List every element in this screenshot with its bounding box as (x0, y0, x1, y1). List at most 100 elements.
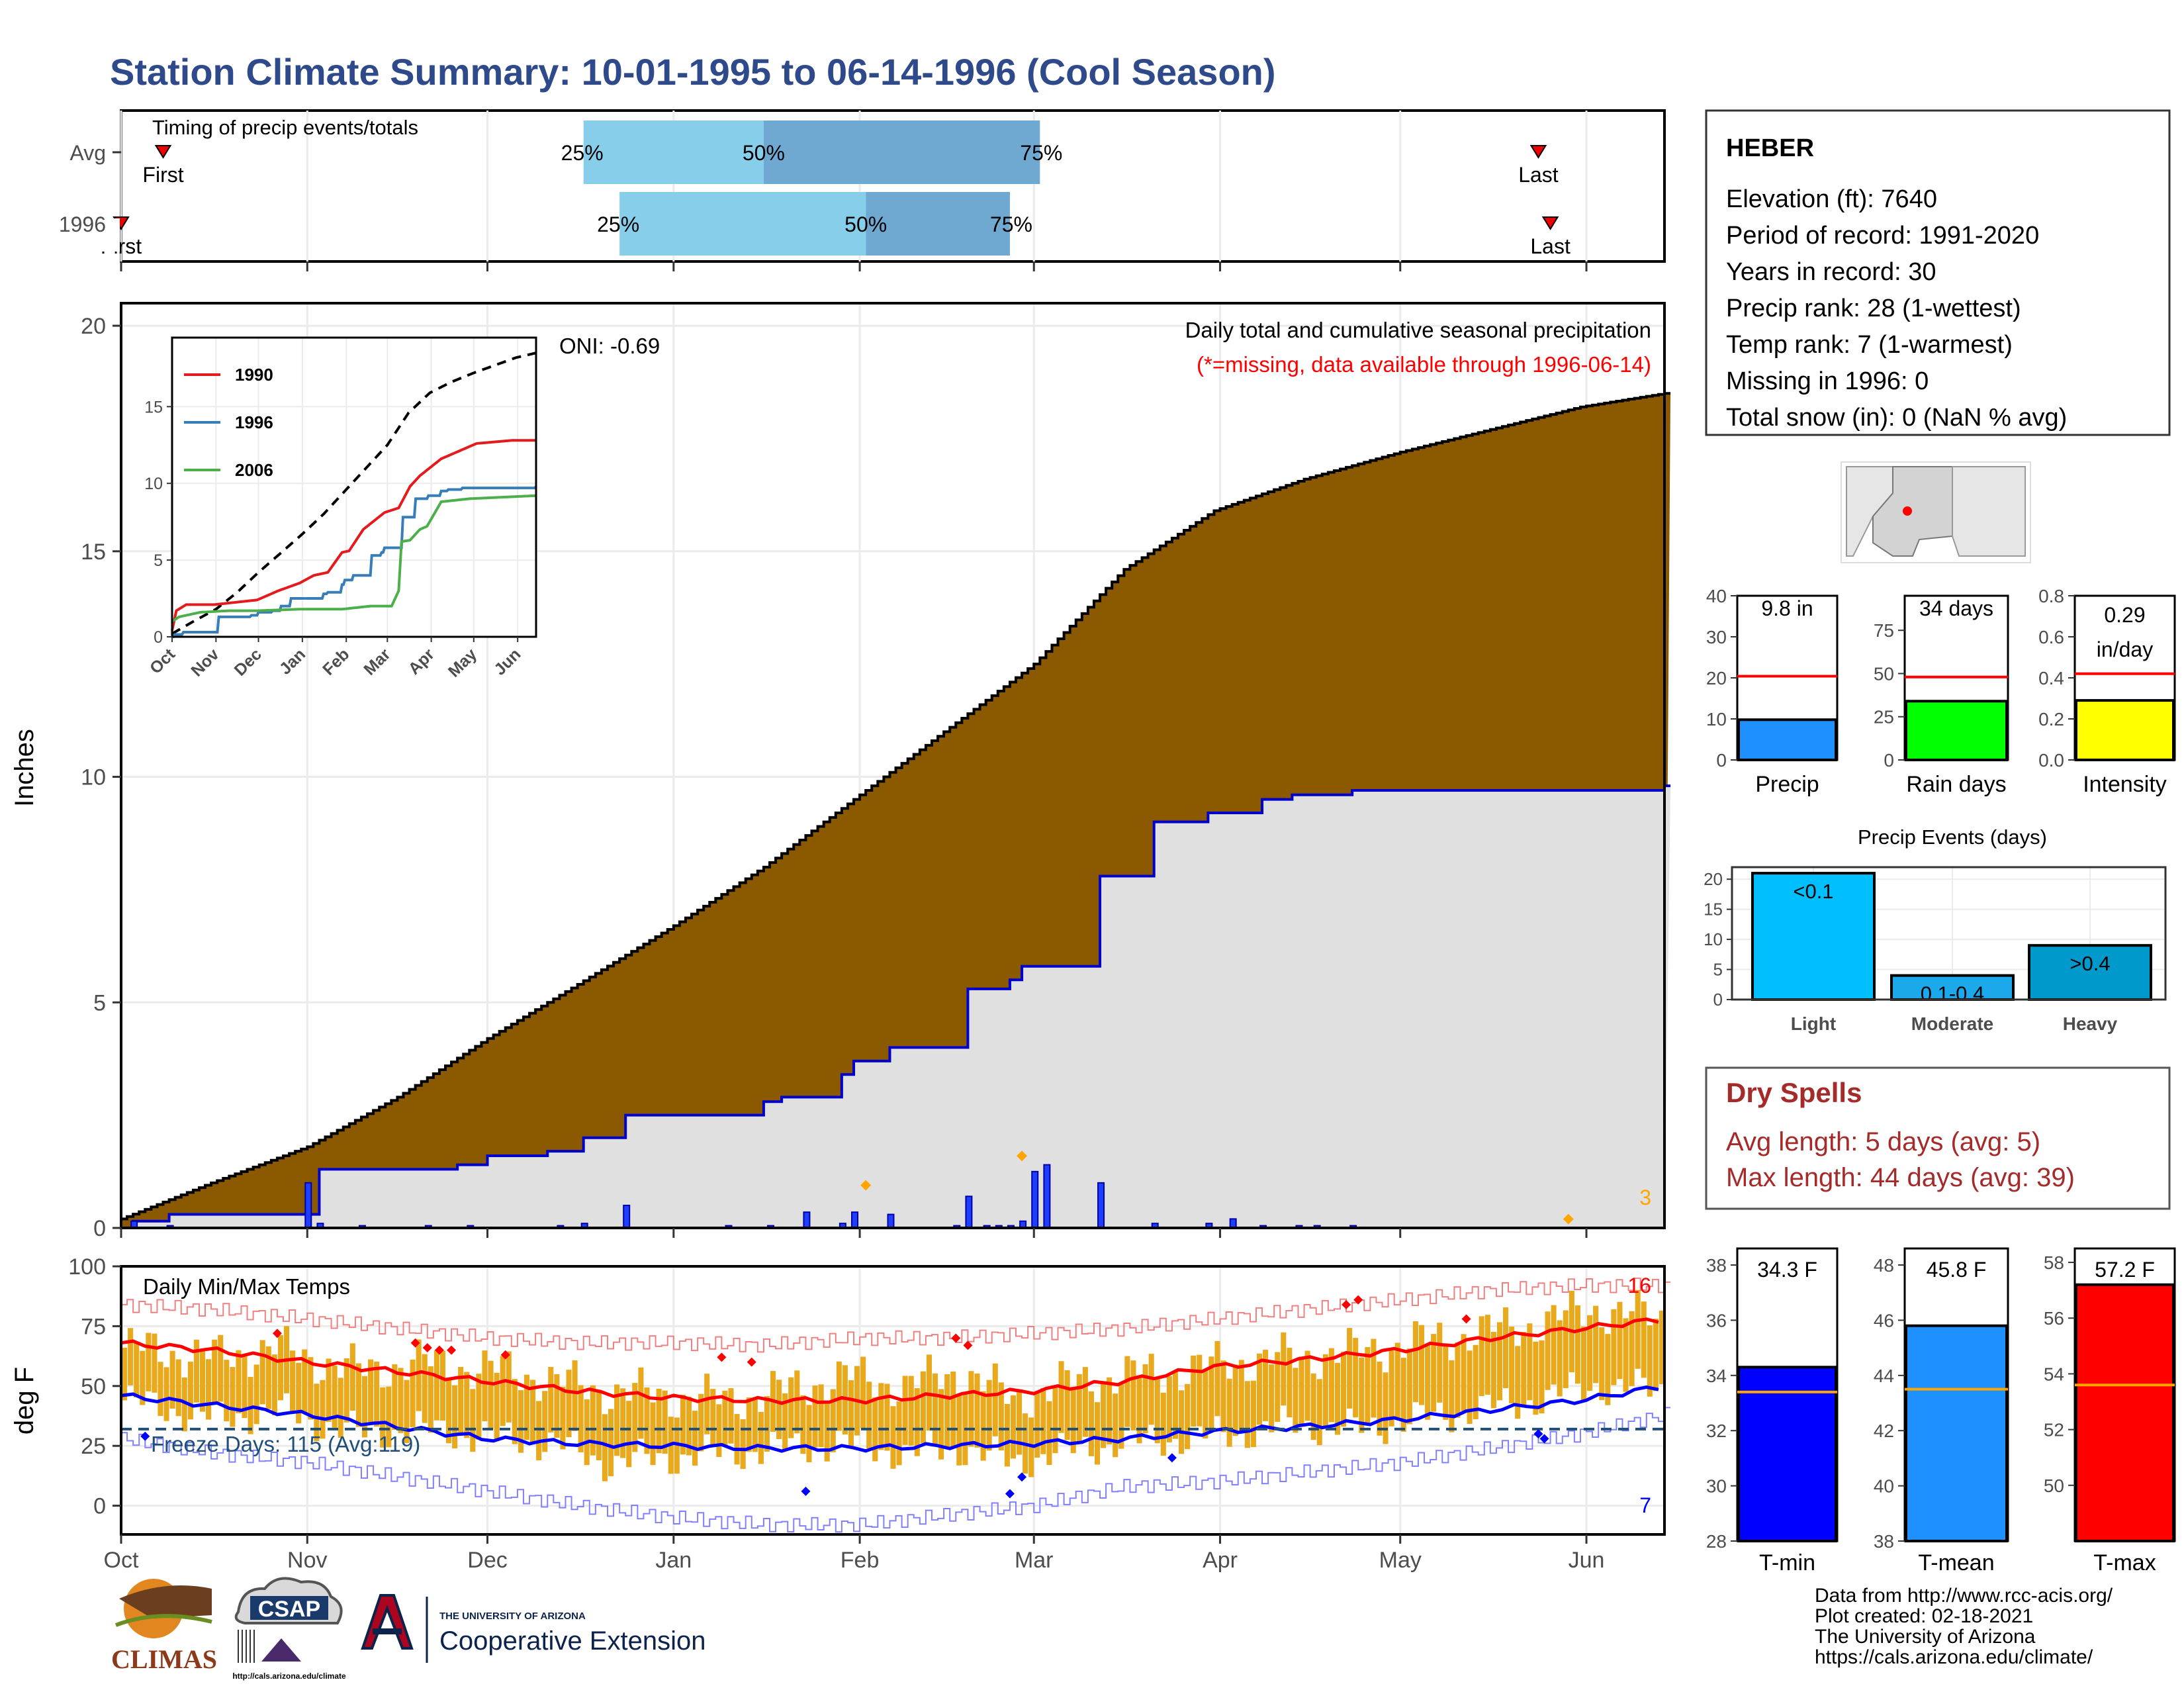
daily-temp-bar (1388, 1350, 1394, 1427)
daily-temp-bar (163, 1367, 169, 1421)
summary-ytick-label: 0.0 (2038, 750, 2064, 771)
daily-temp-bar (380, 1387, 386, 1448)
daily-temp-bar (368, 1359, 374, 1425)
extreme-marker (860, 1180, 872, 1191)
daily-temp-bar (458, 1367, 464, 1434)
max-record-count: 16 (1627, 1274, 1651, 1297)
daily-temp-bar (746, 1397, 752, 1452)
daily-temp-bar (1017, 1389, 1023, 1455)
daily-temp-bar (338, 1378, 343, 1438)
station-info-line: Missing in 1996: 0 (1726, 367, 1929, 395)
daily-temp-bar (560, 1386, 566, 1450)
daily-temp-bar (374, 1361, 380, 1427)
daily-temp-bar (1010, 1395, 1017, 1459)
daily-precip-bar (623, 1204, 631, 1229)
temp-summary-bar (1905, 1324, 2008, 1543)
daily-temp-bar (662, 1390, 668, 1454)
station-info-line: Elevation (ft): 7640 (1726, 185, 1937, 213)
daily-temp-bar (290, 1350, 296, 1414)
daily-temp-bar (572, 1360, 578, 1431)
daily-temp-bar (206, 1359, 212, 1420)
daily-temp-bar (1496, 1322, 1503, 1401)
dry-max: Max length: 44 days (avg: 39) (1726, 1163, 2075, 1192)
daily-temp-bar (253, 1364, 259, 1425)
logos: CLIMAS CSAP http://cals.arizona.edu/climat… (111, 1577, 705, 1681)
daily-temp-bar (1503, 1307, 1509, 1389)
daily-temp-bar (1070, 1387, 1076, 1454)
record-temp-line (121, 1278, 1671, 1353)
daily-temp-bar (1148, 1354, 1154, 1425)
daily-temp-bar (1107, 1377, 1113, 1445)
daily-temp-bar (1418, 1325, 1425, 1405)
summary-category-label: Intensity (2083, 772, 2167, 797)
temp-summary-ytick-label: 52 (2044, 1420, 2064, 1440)
record-min-marker (1167, 1453, 1177, 1463)
daily-temp-bar (140, 1350, 146, 1405)
precip-title: Daily total and cumulative seasonal prec… (1185, 318, 1651, 342)
daily-temp-bar (758, 1411, 764, 1464)
timing-last-label: Last (1530, 234, 1570, 258)
record-min-marker (1017, 1472, 1027, 1482)
precip-ytick-label: 5 (93, 990, 106, 1015)
temp-ylabel: deg F (10, 1367, 39, 1434)
daily-temp-bar (764, 1396, 770, 1452)
events-bar (1890, 974, 2015, 1001)
daily-precip-bar (965, 1196, 973, 1229)
daily-temp-bar (680, 1394, 686, 1455)
avg-temp-line (120, 1385, 1659, 1453)
daily-temp-bar (445, 1379, 452, 1444)
timing-clip (0, 218, 120, 252)
daily-temp-bar (464, 1372, 470, 1438)
timing-q50: 50% (844, 212, 887, 236)
summary-ytick-label: 0 (1884, 750, 1894, 771)
daily-precip-bar (1229, 1218, 1237, 1229)
location-map (1841, 461, 2031, 563)
daily-temp-bar (265, 1346, 271, 1409)
daily-temp-bar (968, 1371, 974, 1447)
daily-temp-bar (716, 1404, 722, 1458)
daily-temp-bar (482, 1350, 488, 1422)
daily-temp-bar (1191, 1355, 1197, 1427)
month-label: Oct (104, 1548, 139, 1573)
daily-temp-bar (1412, 1321, 1418, 1403)
daily-temp-bar (518, 1390, 523, 1453)
dry-avg: Avg length: 5 days (avg: 5) (1726, 1127, 2040, 1156)
daily-temp-bar (830, 1389, 836, 1452)
daily-temp-bar (950, 1371, 956, 1447)
station-frame (1705, 109, 2171, 436)
daily-temp-bar (1490, 1332, 1496, 1409)
daily-temp-bar (1551, 1305, 1557, 1385)
daily-temp-bar (614, 1384, 620, 1456)
daily-precip-bar (304, 1182, 312, 1229)
daily-temp-bar (806, 1405, 812, 1462)
daily-temp-bar (1365, 1346, 1371, 1425)
events-ytick-label: 10 (1704, 929, 1723, 949)
events-ytick-label: 0 (1713, 990, 1723, 1009)
daily-temp-bar (410, 1359, 416, 1427)
daily-temp-bar (259, 1340, 265, 1405)
daily-temp-bar (1455, 1342, 1461, 1418)
temp-summary-ytick-label: 28 (1706, 1531, 1727, 1552)
daily-temp-bar (134, 1342, 140, 1397)
daily-temp-bar (698, 1393, 704, 1452)
daily-temp-bar (956, 1393, 962, 1466)
precip-ytick-label: 20 (81, 314, 106, 339)
daily-temp-bar (1244, 1381, 1250, 1448)
summary-bar-panel: 0 25 50 75 34 days Rain days (1874, 594, 2009, 797)
daily-temp-bar (1479, 1316, 1484, 1397)
footer-line: Plot created: 02-18-2021 (1815, 1605, 2033, 1627)
daily-temp-bar (1203, 1370, 1208, 1439)
daily-temp-bar (1521, 1332, 1527, 1407)
daily-temp-bar (944, 1374, 950, 1448)
temp-summary-value-label: 57.2 F (2095, 1258, 2155, 1282)
daily-temp-bar (1094, 1402, 1101, 1465)
daily-temp-bar (1437, 1323, 1443, 1403)
daily-temp-bar (710, 1389, 716, 1446)
daily-temp-bar (169, 1350, 175, 1409)
daily-temp-bar (1160, 1392, 1166, 1456)
daily-temp-bar (398, 1368, 404, 1433)
daily-temp-bar (1509, 1326, 1515, 1403)
daily-temp-bar (1394, 1342, 1400, 1421)
